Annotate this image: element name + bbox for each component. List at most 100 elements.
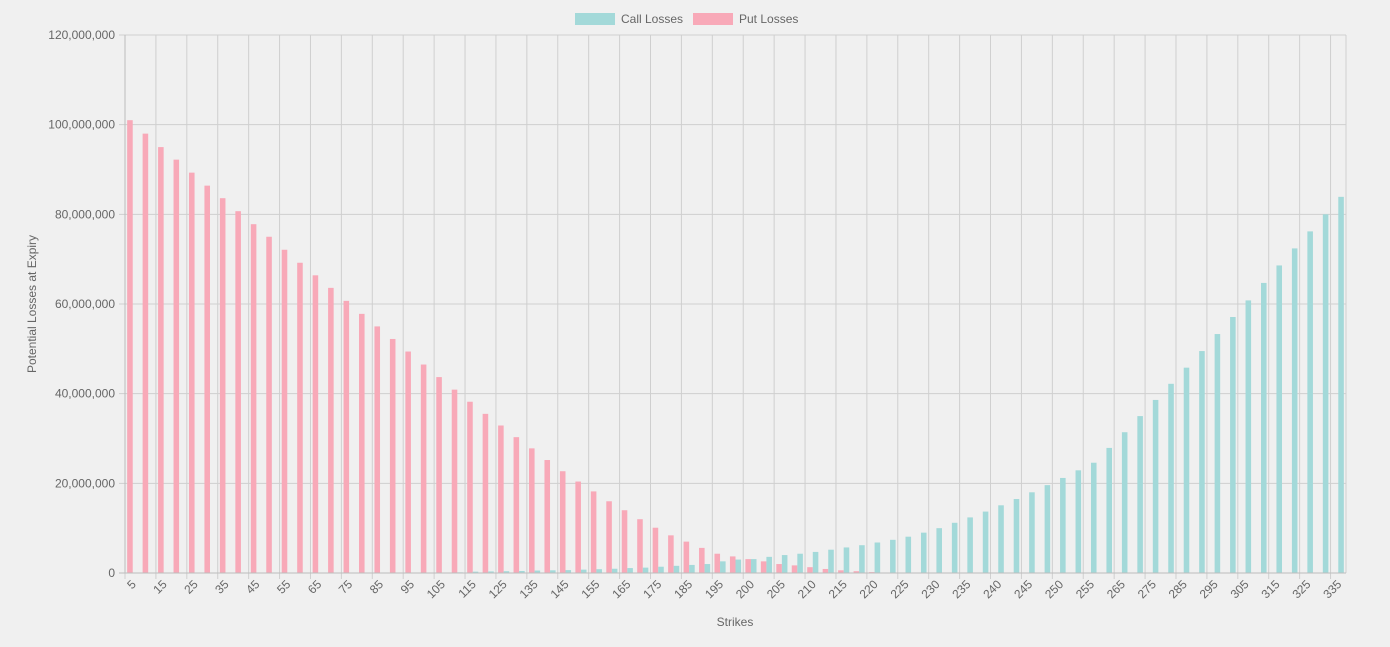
- bar-call-losses[interactable]: [488, 571, 494, 573]
- bar-put-losses[interactable]: [668, 535, 674, 573]
- bar-put-losses[interactable]: [606, 501, 612, 573]
- bar-put-losses[interactable]: [358, 313, 365, 573]
- bar-call-losses[interactable]: [982, 511, 989, 573]
- bar-call-losses[interactable]: [1090, 462, 1097, 573]
- bar-put-losses[interactable]: [389, 338, 396, 573]
- bar-call-losses[interactable]: [1276, 265, 1283, 573]
- bar-call-losses[interactable]: [1013, 499, 1020, 573]
- bar-call-losses[interactable]: [998, 505, 1004, 573]
- bar-call-losses[interactable]: [1307, 231, 1313, 573]
- bar-put-losses[interactable]: [142, 133, 149, 573]
- bar-call-losses[interactable]: [673, 565, 680, 573]
- bar-call-losses[interactable]: [920, 532, 927, 573]
- bar-call-losses[interactable]: [843, 547, 850, 573]
- bar-call-losses[interactable]: [781, 555, 788, 573]
- bar-put-losses[interactable]: [621, 510, 628, 573]
- bar-call-losses[interactable]: [905, 536, 912, 573]
- bar-call-losses[interactable]: [1183, 367, 1190, 573]
- bar-put-losses[interactable]: [188, 172, 195, 573]
- bar-put-losses[interactable]: [312, 275, 319, 573]
- bar-put-losses[interactable]: [405, 351, 411, 573]
- bar-call-losses[interactable]: [1214, 334, 1221, 573]
- bar-put-losses[interactable]: [699, 547, 705, 573]
- bar-call-losses[interactable]: [596, 569, 602, 573]
- legend-label-call[interactable]: Call Losses: [621, 12, 683, 26]
- bar-put-losses[interactable]: [714, 553, 721, 573]
- bar-put-losses[interactable]: [235, 211, 241, 573]
- bar-put-losses[interactable]: [436, 377, 442, 573]
- bar-put-losses[interactable]: [173, 159, 180, 574]
- bar-call-losses[interactable]: [1199, 351, 1205, 573]
- bar-call-losses[interactable]: [1075, 470, 1082, 573]
- bar-call-losses[interactable]: [1044, 485, 1051, 573]
- bar-put-losses[interactable]: [204, 185, 211, 573]
- bar-call-losses[interactable]: [797, 553, 803, 573]
- bar-call-losses[interactable]: [580, 569, 587, 573]
- legend-label-put[interactable]: Put Losses: [739, 12, 798, 26]
- bar-put-losses[interactable]: [127, 120, 133, 573]
- bar-put-losses[interactable]: [498, 425, 504, 573]
- bar-call-losses[interactable]: [519, 570, 525, 573]
- bar-call-losses[interactable]: [1152, 399, 1159, 573]
- bar-call-losses[interactable]: [550, 570, 556, 573]
- bar-put-losses[interactable]: [281, 249, 288, 574]
- bar-call-losses[interactable]: [1338, 196, 1344, 573]
- bar-call-losses[interactable]: [1137, 416, 1143, 573]
- bar-call-losses[interactable]: [766, 556, 772, 573]
- bar-call-losses[interactable]: [1168, 383, 1174, 573]
- bar-call-losses[interactable]: [611, 568, 618, 573]
- bar-put-losses[interactable]: [420, 364, 427, 573]
- bar-call-losses[interactable]: [859, 545, 865, 573]
- bar-put-losses[interactable]: [328, 287, 334, 573]
- bar-call-losses[interactable]: [627, 568, 633, 573]
- bar-call-losses[interactable]: [1291, 248, 1298, 573]
- bar-call-losses[interactable]: [1106, 447, 1113, 573]
- bar-call-losses[interactable]: [967, 517, 973, 573]
- legend-swatch-call[interactable]: [575, 13, 615, 25]
- bar-put-losses[interactable]: [219, 198, 226, 573]
- bar-put-losses[interactable]: [683, 541, 690, 573]
- bar-call-losses[interactable]: [951, 522, 958, 573]
- bar-put-losses[interactable]: [729, 556, 736, 573]
- bar-put-losses[interactable]: [652, 527, 659, 573]
- bar-put-losses[interactable]: [575, 481, 581, 573]
- bar-call-losses[interactable]: [1029, 492, 1035, 573]
- bar-call-losses[interactable]: [1260, 282, 1267, 573]
- bar-call-losses[interactable]: [503, 571, 510, 573]
- bar-put-losses[interactable]: [467, 401, 473, 573]
- bar-put-losses[interactable]: [374, 326, 381, 573]
- bar-call-losses[interactable]: [1322, 214, 1329, 574]
- bar-call-losses[interactable]: [472, 571, 479, 573]
- bar-put-losses[interactable]: [745, 559, 751, 573]
- bar-call-losses[interactable]: [828, 549, 834, 573]
- bar-call-losses[interactable]: [658, 566, 664, 573]
- bar-call-losses[interactable]: [565, 570, 572, 573]
- bar-call-losses[interactable]: [1060, 477, 1066, 573]
- bar-put-losses[interactable]: [158, 147, 164, 574]
- bar-call-losses[interactable]: [890, 539, 896, 573]
- bar-put-losses[interactable]: [529, 448, 535, 573]
- bar-call-losses[interactable]: [534, 570, 541, 573]
- bar-call-losses[interactable]: [936, 528, 942, 573]
- bar-put-losses[interactable]: [791, 565, 798, 573]
- bar-put-losses[interactable]: [559, 471, 566, 573]
- legend[interactable]: Call Losses Put Losses: [575, 12, 798, 26]
- bar-put-losses[interactable]: [513, 437, 520, 573]
- bar-put-losses[interactable]: [266, 236, 272, 573]
- bar-call-losses[interactable]: [720, 561, 726, 573]
- bar-call-losses[interactable]: [1230, 317, 1236, 573]
- bar-put-losses[interactable]: [838, 570, 844, 573]
- bar-call-losses[interactable]: [704, 564, 711, 573]
- bar-put-losses[interactable]: [807, 567, 813, 573]
- bar-call-losses[interactable]: [1245, 300, 1252, 573]
- bar-put-losses[interactable]: [760, 561, 767, 573]
- bar-call-losses[interactable]: [812, 551, 819, 573]
- bar-call-losses[interactable]: [689, 564, 695, 573]
- bar-call-losses[interactable]: [874, 542, 881, 573]
- bar-put-losses[interactable]: [482, 413, 489, 573]
- bar-put-losses[interactable]: [544, 460, 551, 573]
- bar-put-losses[interactable]: [637, 519, 643, 573]
- bar-put-losses[interactable]: [250, 224, 257, 574]
- bar-call-losses[interactable]: [735, 559, 742, 573]
- bar-put-losses[interactable]: [776, 564, 782, 573]
